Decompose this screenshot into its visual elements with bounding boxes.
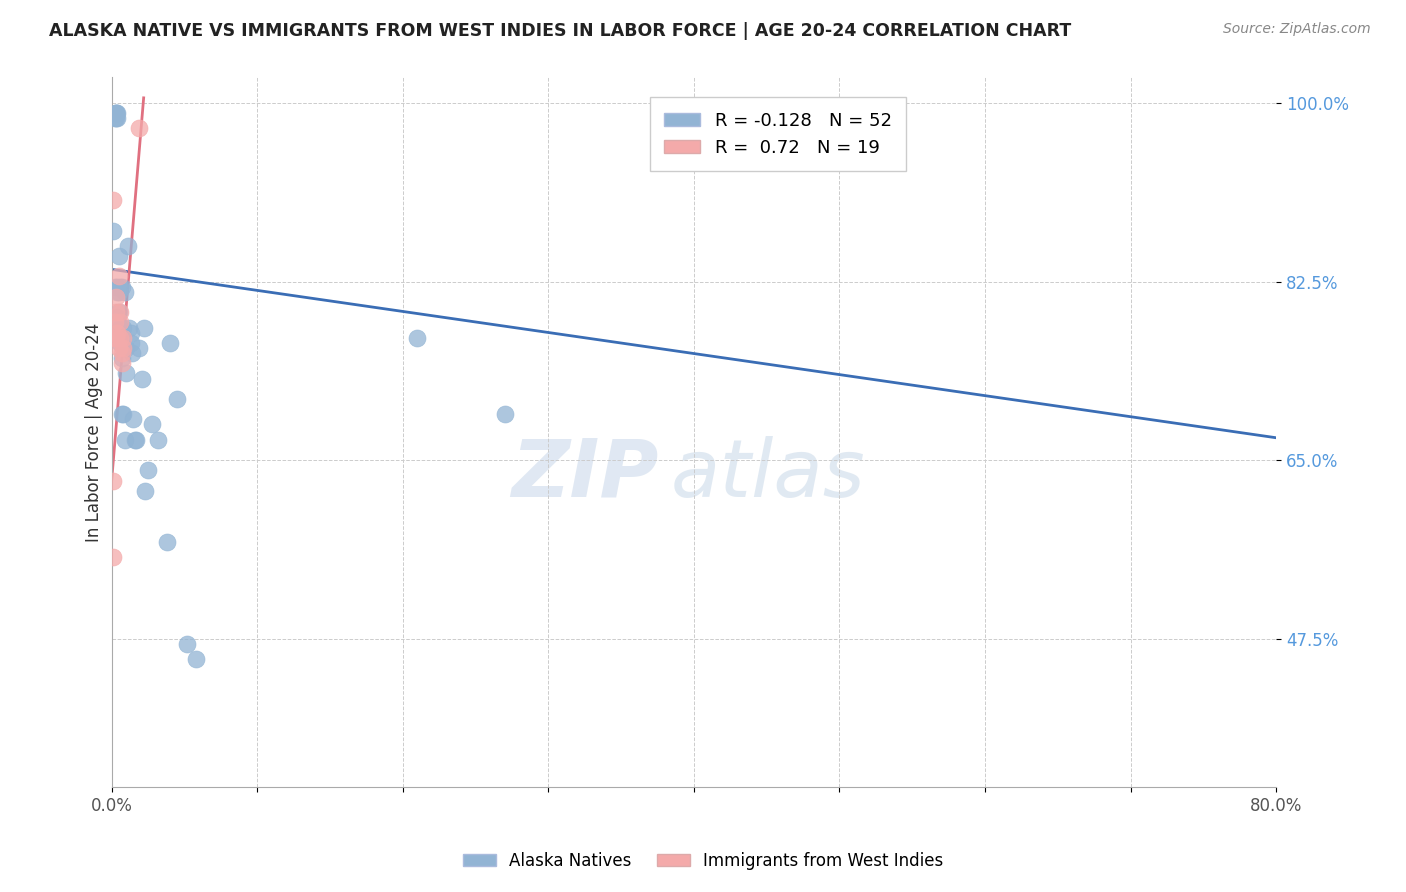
Point: [105, 331, 128, 345]
Point: [107, 310, 129, 325]
Point: [176, 637, 198, 651]
Point: [108, 326, 131, 340]
Point: [111, 356, 134, 370]
Point: [107, 279, 129, 293]
Point: [108, 249, 131, 263]
Point: [406, 331, 429, 345]
Point: [101, 550, 124, 565]
Point: [108, 269, 131, 284]
Point: [107, 106, 129, 120]
Point: [159, 335, 181, 350]
Point: [112, 320, 135, 334]
Point: [115, 367, 138, 381]
Text: ZIP: ZIP: [512, 435, 659, 514]
Point: [148, 433, 170, 447]
Text: ALASKA NATIVE VS IMMIGRANTS FROM WEST INDIES IN LABOR FORCE | AGE 20-24 CORRELAT: ALASKA NATIVE VS IMMIGRANTS FROM WEST IN…: [49, 22, 1071, 40]
Point: [111, 346, 134, 360]
Point: [110, 320, 132, 334]
Point: [108, 305, 131, 319]
Point: [111, 279, 134, 293]
Point: [110, 315, 132, 329]
Point: [184, 652, 207, 666]
Point: [101, 193, 124, 207]
Point: [105, 112, 128, 126]
Point: [101, 223, 124, 237]
Point: [105, 290, 128, 304]
Point: [125, 433, 148, 447]
Point: [110, 279, 132, 293]
Point: [110, 331, 132, 345]
Point: [112, 407, 135, 421]
Text: Source: ZipAtlas.com: Source: ZipAtlas.com: [1223, 22, 1371, 37]
Point: [108, 285, 131, 299]
Point: [117, 239, 139, 253]
Legend: Alaska Natives, Immigrants from West Indies: Alaska Natives, Immigrants from West Ind…: [456, 846, 950, 877]
Text: atlas: atlas: [671, 435, 865, 514]
Point: [131, 371, 153, 385]
Y-axis label: In Labor Force | Age 20-24: In Labor Force | Age 20-24: [86, 323, 103, 541]
Point: [105, 305, 128, 319]
Point: [128, 121, 150, 136]
Point: [108, 341, 131, 355]
Point: [166, 392, 188, 406]
Point: [105, 106, 128, 120]
Point: [112, 341, 135, 355]
Point: [156, 534, 179, 549]
Point: [120, 335, 142, 350]
Point: [114, 285, 136, 299]
Point: [136, 463, 159, 477]
Point: [118, 320, 141, 334]
Point: [103, 112, 125, 126]
Point: [103, 315, 125, 329]
Point: [110, 305, 132, 319]
Point: [108, 331, 131, 345]
Point: [114, 433, 136, 447]
Point: [128, 341, 150, 355]
Point: [121, 346, 143, 360]
Point: [103, 279, 125, 293]
Point: [110, 326, 132, 340]
Point: [105, 106, 128, 120]
Point: [107, 326, 129, 340]
Legend: R = -0.128   N = 52, R =  0.72   N = 19: R = -0.128 N = 52, R = 0.72 N = 19: [650, 97, 905, 171]
Point: [134, 483, 156, 498]
Point: [122, 412, 145, 426]
Point: [107, 285, 129, 299]
Point: [103, 331, 125, 345]
Point: [107, 112, 129, 126]
Point: [111, 351, 134, 365]
Point: [124, 433, 146, 447]
Point: [115, 341, 138, 355]
Point: [101, 474, 124, 488]
Point: [141, 417, 163, 432]
Point: [110, 335, 132, 350]
Point: [494, 407, 516, 421]
Point: [111, 407, 134, 421]
Point: [112, 331, 135, 345]
Point: [132, 320, 155, 334]
Point: [120, 326, 142, 340]
Point: [105, 106, 128, 120]
